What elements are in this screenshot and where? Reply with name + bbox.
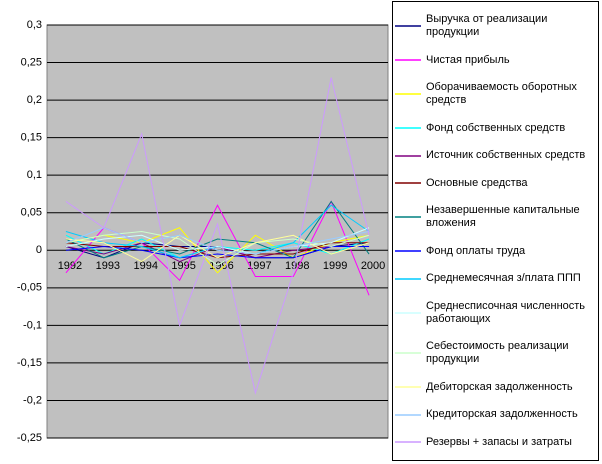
legend-entry: Оборачиваемость оборотных средств xyxy=(395,81,596,107)
chart: -0,25 -0,2 -0,15 -0,1 -0,05 0 0,05 0,1 0,15 0,2 0,… xyxy=(17,19,389,444)
series-line xyxy=(65,234,370,263)
legend-entry: Чистая прибыль xyxy=(395,54,596,67)
legend-swatch xyxy=(395,93,421,95)
legend-swatch xyxy=(395,250,421,252)
y-tick-label: 0,1 xyxy=(27,169,42,181)
y-tick-label: -0,2 xyxy=(23,394,42,406)
legend-entry: Среднемесячная з/плата ППП xyxy=(395,272,596,285)
legend-entry: Себестоимость реализации продукции xyxy=(395,340,596,366)
legend-label: Источник собственных средств xyxy=(426,149,586,162)
y-tick-label: -0,15 xyxy=(17,357,42,369)
legend-entry: Незавершенные капитальные вложения xyxy=(395,204,596,230)
legend: Выручка от реализации продукции Чистая пр… xyxy=(392,1,599,461)
series-line xyxy=(65,77,370,395)
legend-entry: Среднесписочная численность работающих xyxy=(395,300,596,326)
x-tick-label: 1999 xyxy=(323,260,347,272)
legend-swatch xyxy=(395,441,421,443)
legend-entry: Резервы + запасы и затраты xyxy=(395,436,596,449)
legend-label: Фонд собственных средств xyxy=(426,121,566,134)
series-line xyxy=(65,227,370,255)
legend-label: Кредиторская задолженность xyxy=(426,408,578,421)
legend-swatch xyxy=(395,216,421,218)
y-tick-label: -0,25 xyxy=(17,432,42,444)
legend-label: Выручка от реализации продукции xyxy=(426,13,548,39)
legend-label: Оборачиваемость оборотных средств xyxy=(426,81,577,107)
legend-label: Чистая прибыль xyxy=(426,53,510,66)
x-tick-label: 1997 xyxy=(247,260,271,272)
legend-entry: Основные средства xyxy=(395,177,596,190)
x-tick-label: 1993 xyxy=(96,260,120,272)
y-tick-label: 0,3 xyxy=(27,19,42,31)
legend-swatch xyxy=(395,278,421,280)
legend-label: Резервы + запасы и затраты xyxy=(426,435,572,448)
y-tick-label: 0,05 xyxy=(21,207,42,219)
legend-entry: Дебиторская задолженность xyxy=(395,381,596,394)
legend-entry: Выручка от реализации продукции xyxy=(395,13,596,39)
y-tick-label: 0,15 xyxy=(21,132,42,144)
legend-label: Себестоимость реализации продукции xyxy=(426,340,569,366)
legend-entry: Источник собственных средств xyxy=(395,149,596,162)
plot-area xyxy=(46,24,389,439)
legend-swatch xyxy=(395,25,421,27)
x-tick-label: 2000 xyxy=(361,260,385,272)
legend-label: Дебиторская задолженность xyxy=(426,380,573,393)
x-tick-label: 1994 xyxy=(133,260,157,272)
legend-swatch xyxy=(395,59,421,61)
legend-swatch xyxy=(395,182,421,184)
legend-swatch xyxy=(395,312,421,314)
legend-entry: Фонд оплаты труда xyxy=(395,245,596,258)
y-tick-label: 0,2 xyxy=(27,94,42,106)
x-tick-label: 1995 xyxy=(171,260,195,272)
legend-swatch xyxy=(395,352,421,354)
legend-entry: Кредиторская задолженность xyxy=(395,408,596,421)
legend-swatch xyxy=(395,414,421,416)
y-tick-label: 0 xyxy=(36,244,42,256)
legend-label: Среднесписочная численность работающих xyxy=(426,299,586,325)
y-tick-label: -0,05 xyxy=(17,282,42,294)
x-tick-label: 1992 xyxy=(58,260,82,272)
legend-label: Незавершенные капитальные вложения xyxy=(426,204,580,230)
legend-label: Основные средства xyxy=(426,176,528,189)
legend-label: Среднемесячная з/плата ППП xyxy=(426,272,581,285)
legend-swatch xyxy=(395,155,421,157)
series-line xyxy=(65,230,370,266)
legend-swatch xyxy=(395,127,421,129)
y-tick-label: -0,1 xyxy=(23,319,42,331)
series-line xyxy=(65,246,370,259)
legend-entry: Фонд собственных средств xyxy=(395,122,596,135)
legend-swatch xyxy=(395,386,421,388)
legend-label: Фонд оплаты труда xyxy=(426,244,526,257)
x-tick-label: 1998 xyxy=(285,260,309,272)
series-line xyxy=(65,200,370,259)
y-tick-label: 0,25 xyxy=(21,56,42,68)
